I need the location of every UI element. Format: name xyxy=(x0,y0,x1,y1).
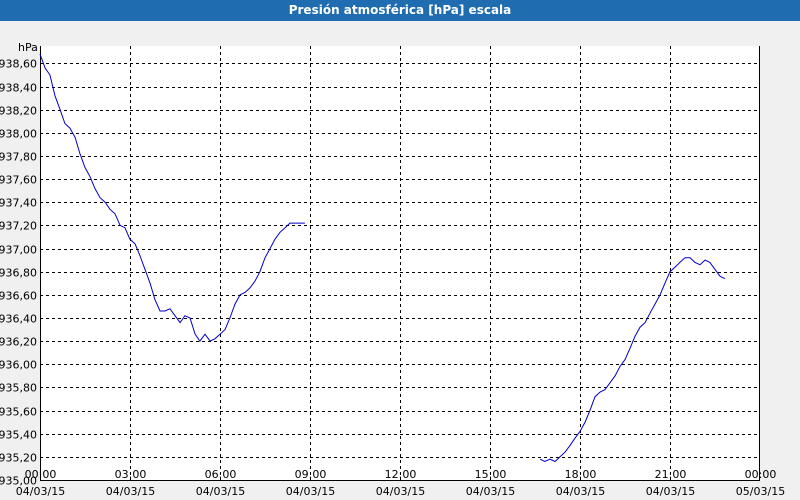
y-tick-label: 938,00 xyxy=(0,128,37,141)
y-axis-label: hPa xyxy=(18,41,38,54)
grid xyxy=(40,46,760,480)
x-tick-time: 12:00 xyxy=(385,468,417,481)
x-tick-date: 04/03/15 xyxy=(466,485,515,498)
y-tick-label: 935,40 xyxy=(0,429,37,442)
x-tick-time: 03:00 xyxy=(115,468,147,481)
x-tick-date: 04/03/15 xyxy=(556,485,605,498)
x-tick-date: 05/03/15 xyxy=(736,485,785,498)
axes: 935,00 935,20 935,40 935,60 935,80 936,00 936,… xyxy=(0,46,785,498)
x-tick-date: 04/03/15 xyxy=(286,485,335,498)
y-tick-label: 937,60 xyxy=(0,174,37,187)
series xyxy=(39,53,726,463)
x-tick-date: 04/03/15 xyxy=(16,485,65,498)
y-tick-label: 936,40 xyxy=(0,313,37,326)
chart-title: Presión atmosférica [hPa] escala xyxy=(0,0,800,21)
x-tick-date: 04/03/15 xyxy=(646,485,695,498)
y-tick-label: 938,20 xyxy=(0,105,37,118)
y-tick-label: 938,60 xyxy=(0,58,37,71)
y-tick-label: 936,80 xyxy=(0,267,37,280)
x-tick-date: 04/03/15 xyxy=(376,485,425,498)
y-tick-label: 935,60 xyxy=(0,406,37,419)
series-line xyxy=(539,257,726,463)
y-tick-label: 938,40 xyxy=(0,82,37,95)
y-tick-label: 937,80 xyxy=(0,151,37,164)
x-tick-time: 18:00 xyxy=(565,468,597,481)
y-tick-label: 936,20 xyxy=(0,336,37,349)
y-tick-label: 936,00 xyxy=(0,359,37,372)
y-tick-label: 937,00 xyxy=(0,244,37,257)
y-tick-label: 936,60 xyxy=(0,290,37,303)
pressure-chart: 935,00 935,20 935,40 935,60 935,80 936,00 936,… xyxy=(0,41,785,498)
y-tick-label: 935,20 xyxy=(0,452,37,465)
x-tick-date: 04/03/15 xyxy=(196,485,245,498)
x-tick-time: 00:00 xyxy=(745,468,777,481)
x-tick-time: 21:00 xyxy=(655,468,687,481)
y-tick-label: 937,20 xyxy=(0,220,37,233)
series-line xyxy=(39,53,305,342)
x-tick-time: 06:00 xyxy=(205,468,237,481)
y-tick-label: 935,80 xyxy=(0,382,37,395)
x-tick-date: 04/03/15 xyxy=(106,485,155,498)
x-tick-time: 09:00 xyxy=(295,468,327,481)
y-tick-label: 937,40 xyxy=(0,197,37,210)
x-tick-time: 15:00 xyxy=(475,468,507,481)
y-tick-label: 935,00 xyxy=(0,475,37,488)
